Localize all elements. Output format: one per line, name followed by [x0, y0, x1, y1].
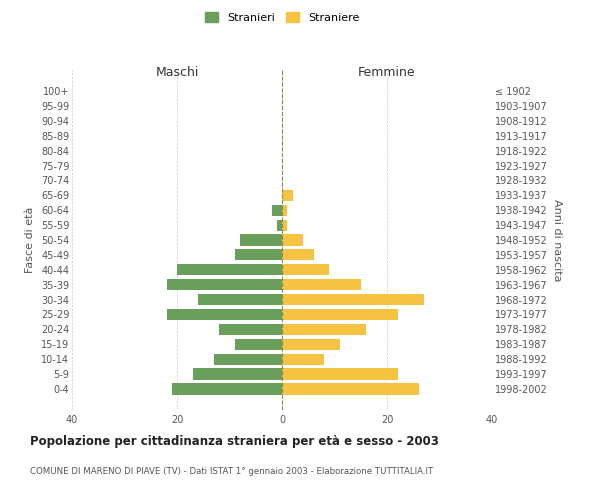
Bar	[177, 264, 282, 276]
Bar	[167, 279, 282, 290]
Text: COMUNE DI MARENO DI PIAVE (TV) - Dati ISTAT 1° gennaio 2003 - Elaborazione TUTTI: COMUNE DI MARENO DI PIAVE (TV) - Dati IS…	[30, 468, 433, 476]
Bar	[271, 204, 282, 216]
Bar	[240, 234, 282, 246]
Bar	[282, 220, 287, 230]
Bar	[282, 309, 398, 320]
Bar	[282, 324, 366, 335]
Text: Popolazione per cittadinanza straniera per età e sesso - 2003: Popolazione per cittadinanza straniera p…	[30, 435, 439, 448]
Bar	[219, 324, 282, 335]
Bar	[214, 354, 282, 365]
Bar	[167, 309, 282, 320]
Legend: Stranieri, Straniere: Stranieri, Straniere	[200, 8, 364, 28]
Text: Femmine: Femmine	[358, 66, 416, 79]
Bar	[282, 190, 293, 201]
Bar	[282, 250, 314, 260]
Bar	[235, 338, 282, 350]
Bar	[282, 354, 324, 365]
Bar	[282, 234, 303, 246]
Bar	[277, 220, 282, 230]
Bar	[282, 368, 398, 380]
Y-axis label: Anni di nascita: Anni di nascita	[551, 198, 562, 281]
Bar	[282, 338, 340, 350]
Bar	[198, 294, 282, 305]
Bar	[235, 250, 282, 260]
Bar	[193, 368, 282, 380]
Bar	[282, 279, 361, 290]
Bar	[282, 204, 287, 216]
Bar	[282, 264, 329, 276]
Bar	[282, 384, 419, 394]
Y-axis label: Fasce di età: Fasce di età	[25, 207, 35, 273]
Text: Maschi: Maschi	[155, 66, 199, 79]
Bar	[172, 384, 282, 394]
Bar	[282, 294, 424, 305]
